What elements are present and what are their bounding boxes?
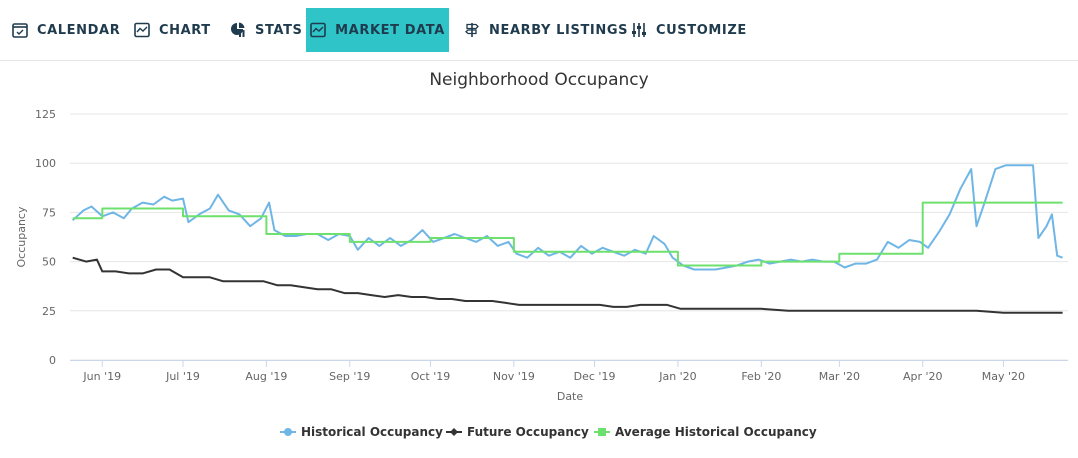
signpost-icon <box>464 22 480 38</box>
tab-calendar[interactable]: CALENDAR <box>10 8 122 52</box>
x-tick-label: Jun '19 <box>82 370 121 383</box>
y-tick-label: 75 <box>42 206 56 219</box>
legend-diamond-icon <box>450 428 458 436</box>
legend-label: Future Occupancy <box>467 425 589 439</box>
x-tick-label: Mar '20 <box>819 370 860 383</box>
x-tick-label: Jul '19 <box>165 370 200 383</box>
legend-item-3[interactable]: Average Historical Occupancy <box>594 425 817 439</box>
chart-icon <box>134 22 150 38</box>
future-occupancy-line[interactable] <box>72 256 1063 314</box>
stats-icon <box>230 22 246 38</box>
y-axis-ticks: 0 25 50 75 100 125 <box>35 108 56 367</box>
tab-chart-label: CHART <box>159 22 211 38</box>
chart-legend: Historical Occupancy Future Occupancy Aver… <box>280 425 817 439</box>
x-axis-label: Date <box>557 390 584 403</box>
tab-market-data-label: MARKET DATA <box>335 22 445 38</box>
tab-stats-label: STATS <box>255 22 303 38</box>
legend-item-1[interactable]: Historical Occupancy <box>280 425 443 439</box>
legend-label: Historical Occupancy <box>301 425 443 439</box>
x-tick-label: Jan '20 <box>658 370 696 383</box>
grid-lines <box>70 113 1068 361</box>
tab-bar: CALENDAR CHART STATS MARKET DATA NEARBY … <box>0 0 1078 61</box>
legend-square-icon <box>598 428 606 436</box>
x-tick-label: Feb '20 <box>741 370 781 383</box>
legend-label: Average Historical Occupancy <box>615 425 817 439</box>
y-tick-label: 0 <box>49 354 56 367</box>
occupancy-chart: Neighborhood Occupancy 0 25 50 75 100 125 Jun… <box>15 70 1068 439</box>
tab-nearby-listings[interactable]: NEARBY LISTINGS <box>462 8 630 52</box>
plot-area <box>72 164 1063 314</box>
y-axis-label: Occupancy <box>15 206 28 267</box>
calendar-icon <box>12 22 28 38</box>
tab-calendar-label: CALENDAR <box>37 22 121 38</box>
historical-occupancy-line[interactable] <box>72 164 1063 271</box>
legend-item-2[interactable]: Future Occupancy <box>446 425 589 439</box>
y-tick-label: 50 <box>42 256 56 269</box>
tab-stats[interactable]: STATS <box>228 8 305 52</box>
market-data-icon <box>310 22 326 38</box>
x-tick-label: Oct '19 <box>411 370 451 383</box>
chart-title: Neighborhood Occupancy <box>429 70 648 90</box>
y-tick-label: 100 <box>35 157 56 170</box>
tab-nearby-listings-label: NEARBY LISTINGS <box>489 22 629 38</box>
x-tick-label: Apr '20 <box>903 370 943 383</box>
average-historical-occupancy-line[interactable] <box>72 201 1063 267</box>
legend-circle-icon <box>284 428 292 436</box>
y-tick-label: 25 <box>42 305 56 318</box>
sliders-icon <box>631 22 647 38</box>
x-axis-ticks: Jun '19 Jul '19 Aug '19 Sep '19 Oct '19 Nov '… <box>82 360 1025 383</box>
x-tick-label: Dec '19 <box>574 370 616 383</box>
x-tick-label: May '20 <box>982 370 1025 383</box>
tab-customize-label: CUSTOMIZE <box>656 22 747 38</box>
tab-customize[interactable]: CUSTOMIZE <box>629 8 749 52</box>
tab-market-data[interactable]: MARKET DATA <box>306 8 449 52</box>
x-tick-label: Aug '19 <box>245 370 287 383</box>
tab-chart[interactable]: CHART <box>132 8 213 52</box>
x-tick-label: Nov '19 <box>493 370 535 383</box>
x-tick-label: Sep '19 <box>329 370 370 383</box>
y-tick-label: 125 <box>35 108 56 121</box>
